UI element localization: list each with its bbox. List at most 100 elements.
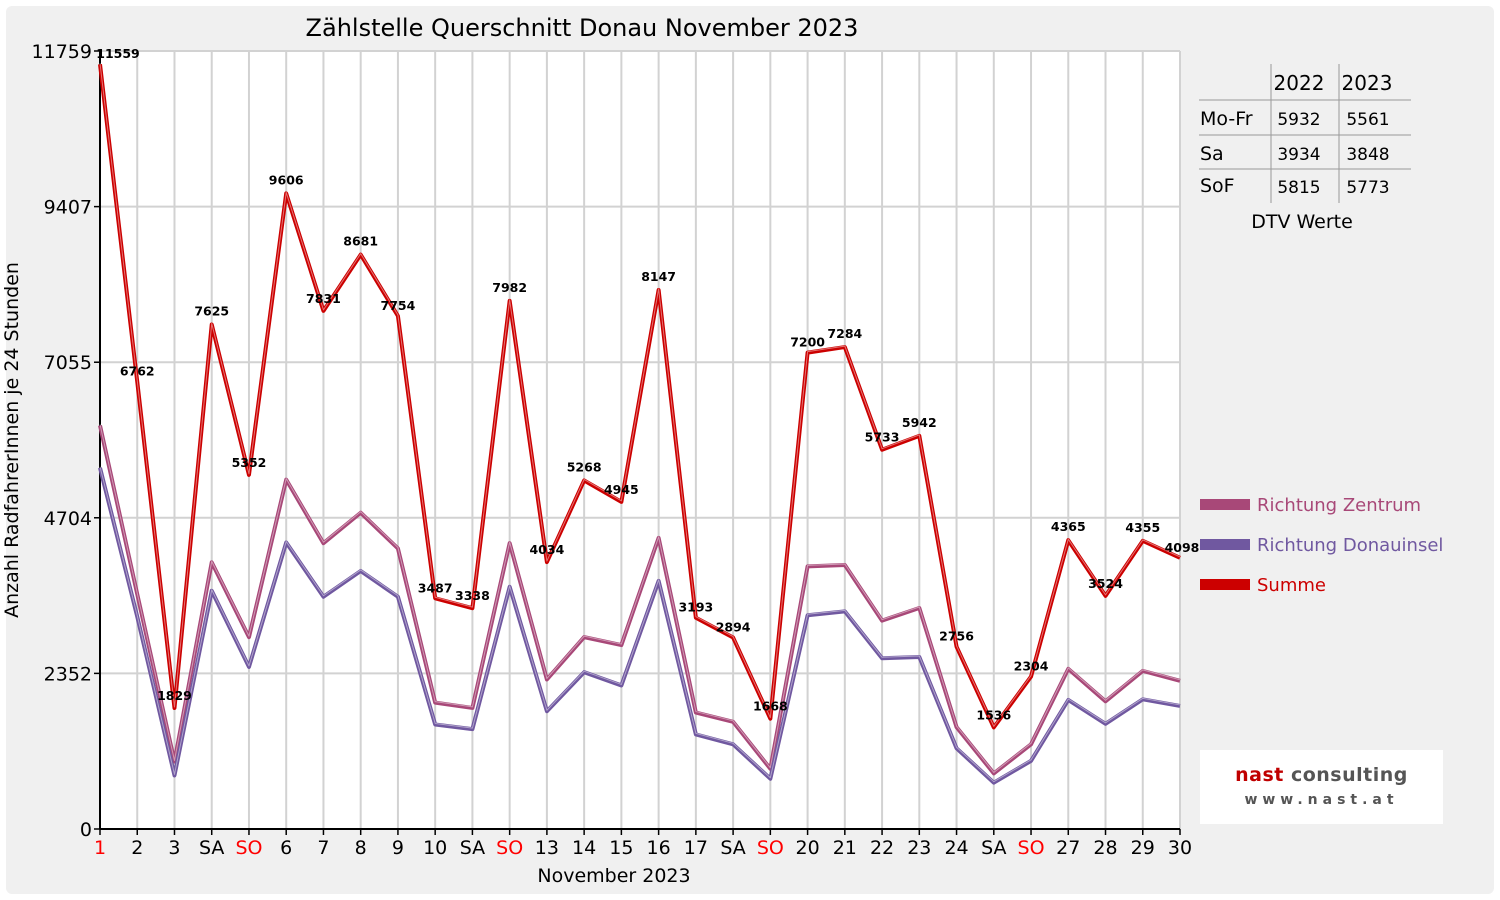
series-line-highlight (99, 424, 1181, 773)
data-label: 3193 (678, 600, 713, 615)
data-label: 8681 (343, 234, 378, 249)
x-tick-label: 3 (168, 837, 180, 859)
table-cell: 5561 (1346, 110, 1389, 130)
data-label: 4365 (1051, 519, 1086, 534)
legend-label: Summe (1257, 575, 1326, 596)
x-tick-label: 10 (423, 837, 447, 859)
x-tick-label: 27 (1056, 837, 1080, 859)
data-label: 2756 (939, 629, 974, 644)
data-label: 11559 (96, 46, 140, 61)
series-line (98, 467, 1181, 785)
x-tick-label: 2 (131, 837, 143, 859)
x-tick-label: 14 (572, 837, 596, 859)
logo-word-nast: nast (1235, 764, 1284, 786)
logo-url: www.nast.at (1244, 792, 1399, 808)
x-tick-label: 7 (317, 837, 329, 859)
data-label: 7625 (194, 304, 229, 319)
data-label: 2304 (1014, 659, 1049, 674)
data-label: 2894 (716, 620, 751, 635)
y-tick-label: 7055 (44, 352, 92, 374)
table-row-label: Mo-Fr (1200, 108, 1253, 130)
legend-swatch (1200, 579, 1250, 590)
x-tick-label: SA (460, 837, 485, 859)
data-label: 4945 (604, 482, 639, 497)
chart-title: Zählstelle Querschnitt Donau November 20… (306, 14, 859, 42)
table-cell: 5773 (1346, 178, 1389, 198)
series-line (98, 424, 1181, 776)
x-tick-label: 16 (647, 837, 671, 859)
data-label: 3338 (455, 588, 490, 603)
y-axis-title: Anzahl RadfahrerInnen je 24 Stunden (1, 262, 23, 618)
legend-swatch (1200, 499, 1250, 510)
table-caption: DTV Werte (1251, 211, 1353, 233)
data-label: 7284 (827, 326, 862, 341)
table-row-label: Sa (1200, 143, 1224, 165)
x-tick-label: 9 (392, 837, 404, 859)
data-label: 5942 (902, 415, 937, 430)
x-tick-label: 23 (907, 837, 931, 859)
legend-label: Richtung Zentrum (1257, 495, 1421, 516)
dtv-table: 2022 2023 Mo-Fr 5932 5561 Sa 3934 3848 S… (1199, 64, 1411, 233)
x-tick-label: SO (235, 837, 262, 859)
table-row-label: SoF (1200, 175, 1235, 197)
data-label: 5268 (567, 459, 602, 474)
series-line (98, 63, 1181, 730)
legend-label: Richtung Donauinsel (1257, 535, 1443, 556)
legend: Richtung Zentrum Richtung Donauinsel Summe (1200, 495, 1443, 596)
data-label: 7754 (381, 298, 416, 313)
legend-swatch (1200, 539, 1250, 550)
data-label: 3487 (418, 580, 453, 595)
data-label: 5352 (232, 455, 267, 470)
table-cell: 5932 (1277, 110, 1320, 130)
table-cell: 3934 (1277, 145, 1320, 165)
logo: nast consulting www.nast.at (1200, 750, 1443, 824)
data-label: 7831 (306, 291, 341, 306)
x-tick-label: 20 (795, 837, 819, 859)
x-tick-label: 22 (870, 837, 894, 859)
series-line-highlight (99, 466, 1181, 783)
logo-word-consulting: consulting (1290, 764, 1408, 786)
data-label: 1829 (157, 688, 192, 703)
table-header-year: 2023 (1342, 71, 1393, 95)
x-tick-label: 28 (1093, 837, 1117, 859)
x-tick-label: SO (496, 837, 523, 859)
x-tick-label: SA (199, 837, 224, 859)
x-tick-label: 1 (94, 837, 106, 859)
data-label: 5733 (865, 430, 900, 445)
x-tick-label: SO (757, 837, 784, 859)
x-tick-label: SO (1018, 837, 1045, 859)
y-tick-label: 9407 (44, 197, 92, 219)
data-label: 3524 (1088, 576, 1123, 591)
x-tick-label: SA (981, 837, 1006, 859)
x-tick-label: 8 (355, 837, 367, 859)
x-tick-label: 13 (535, 837, 559, 859)
y-tick-label: 2352 (44, 663, 92, 685)
data-label: 1536 (976, 707, 1011, 722)
data-label: 6762 (120, 364, 155, 379)
data-label: 1668 (753, 699, 788, 714)
data-label: 4355 (1125, 520, 1160, 535)
x-tick-label: SA (720, 837, 745, 859)
table-header-year: 2022 (1274, 71, 1325, 95)
data-label: 9606 (269, 172, 304, 187)
x-tick-label: 24 (944, 837, 968, 859)
x-tick-label: 15 (609, 837, 633, 859)
data-label: 7982 (492, 280, 527, 295)
x-tick-label: 29 (1131, 837, 1155, 859)
x-tick-label: 17 (684, 837, 708, 859)
x-axis-title: November 2023 (537, 865, 690, 887)
data-label: 4034 (529, 542, 564, 557)
logo-wordmark: nast consulting (1200, 764, 1443, 786)
data-label: 8147 (641, 269, 676, 284)
table-cell: 3848 (1346, 145, 1389, 165)
data-label: 7200 (790, 335, 825, 350)
table-cell: 5815 (1277, 178, 1320, 198)
x-tick-label: 30 (1168, 837, 1192, 859)
series-line-highlight (99, 63, 1181, 727)
x-tick-label: 6 (280, 837, 292, 859)
plot-background (100, 51, 1180, 829)
data-label: 4098 (1165, 540, 1200, 555)
y-tick-label: 11759 (32, 41, 92, 63)
